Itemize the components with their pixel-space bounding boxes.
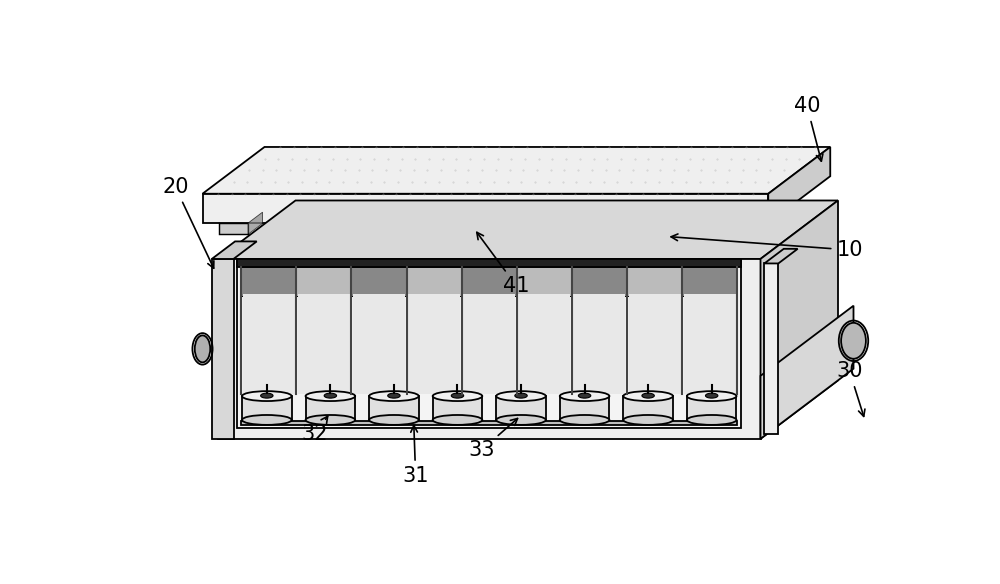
Ellipse shape [687, 415, 736, 425]
Bar [351, 267, 407, 296]
Ellipse shape [687, 391, 736, 401]
Polygon shape [363, 223, 392, 234]
Ellipse shape [369, 391, 419, 401]
Bar [684, 294, 736, 394]
Ellipse shape [496, 391, 546, 401]
Bar [408, 294, 460, 394]
Text: 31: 31 [402, 426, 429, 486]
Bar [463, 294, 515, 394]
Text: 40: 40 [794, 96, 823, 161]
Bar [407, 267, 462, 296]
Ellipse shape [451, 393, 464, 398]
Text: 30: 30 [836, 361, 865, 416]
Ellipse shape [496, 415, 546, 425]
Ellipse shape [324, 393, 337, 398]
Bar [764, 263, 778, 434]
Ellipse shape [623, 391, 673, 401]
Ellipse shape [261, 393, 273, 398]
Polygon shape [218, 259, 761, 439]
Bar [296, 267, 351, 296]
Ellipse shape [195, 335, 210, 362]
Bar [560, 396, 609, 420]
Bar [627, 267, 682, 296]
Bar [298, 294, 350, 394]
Text: 33: 33 [468, 419, 518, 460]
Polygon shape [768, 147, 830, 223]
Bar [243, 294, 295, 394]
Text: 20: 20 [162, 177, 214, 268]
Polygon shape [248, 212, 263, 234]
Polygon shape [761, 305, 854, 439]
Bar [369, 396, 419, 420]
Bar [682, 267, 737, 296]
Bar [241, 421, 737, 425]
Bar [687, 396, 736, 420]
Polygon shape [464, 212, 478, 234]
Polygon shape [507, 223, 536, 234]
Polygon shape [219, 223, 248, 234]
Polygon shape [608, 212, 622, 234]
Text: 41: 41 [477, 232, 530, 296]
Polygon shape [392, 212, 406, 234]
Bar [241, 267, 296, 296]
Bar [517, 267, 572, 296]
Ellipse shape [306, 415, 355, 425]
Bar [306, 396, 355, 420]
Polygon shape [761, 200, 838, 439]
Ellipse shape [433, 415, 482, 425]
Bar [496, 396, 546, 420]
Bar [237, 259, 741, 267]
Ellipse shape [515, 393, 527, 398]
Polygon shape [218, 200, 838, 259]
Polygon shape [202, 147, 830, 194]
Bar [518, 294, 570, 394]
Ellipse shape [560, 415, 609, 425]
Bar [572, 267, 627, 296]
Ellipse shape [705, 393, 718, 398]
Polygon shape [579, 223, 608, 234]
Text: 32: 32 [302, 416, 328, 444]
Bar [573, 294, 625, 394]
Polygon shape [237, 259, 741, 427]
Polygon shape [320, 212, 334, 234]
Bar [212, 259, 234, 439]
Polygon shape [723, 223, 752, 234]
Bar [433, 396, 482, 420]
Polygon shape [680, 212, 694, 234]
Ellipse shape [242, 415, 292, 425]
Ellipse shape [578, 393, 591, 398]
Ellipse shape [306, 391, 355, 401]
Ellipse shape [433, 391, 482, 401]
Bar [462, 267, 517, 296]
Ellipse shape [841, 323, 866, 359]
Text: 10: 10 [671, 234, 863, 260]
Polygon shape [435, 223, 464, 234]
Polygon shape [651, 223, 680, 234]
Bar [629, 294, 681, 394]
Polygon shape [764, 249, 798, 263]
Ellipse shape [242, 391, 292, 401]
Ellipse shape [642, 393, 654, 398]
Ellipse shape [623, 415, 673, 425]
Bar [623, 396, 673, 420]
Polygon shape [212, 241, 257, 259]
Polygon shape [202, 194, 768, 223]
Bar [353, 294, 405, 394]
Polygon shape [291, 223, 320, 234]
Ellipse shape [388, 393, 400, 398]
Ellipse shape [369, 415, 419, 425]
Ellipse shape [560, 391, 609, 401]
Bar [242, 396, 292, 420]
Polygon shape [536, 212, 550, 234]
Polygon shape [752, 212, 766, 234]
